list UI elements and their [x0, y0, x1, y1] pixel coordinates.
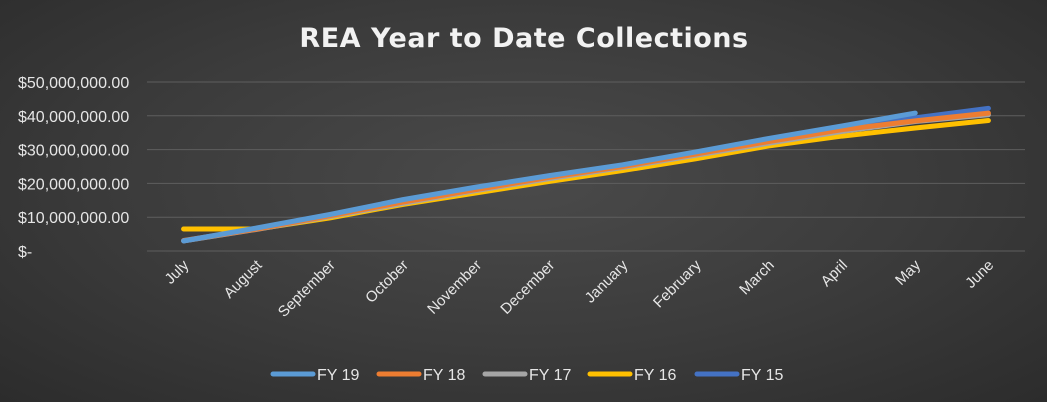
- legend-label: FY 15: [741, 367, 784, 384]
- x-tick-label: April: [818, 257, 851, 290]
- y-tick-label: $50,000,000.00: [18, 75, 129, 92]
- x-tick-label: February: [650, 256, 705, 311]
- y-tick-label: $40,000,000.00: [18, 109, 129, 126]
- x-tick-label: January: [582, 256, 632, 306]
- x-tick-label: November: [424, 257, 485, 318]
- legend-label: FY 18: [423, 367, 466, 384]
- legend-label: FY 16: [634, 367, 677, 384]
- x-tick-label: December: [497, 257, 558, 318]
- grid: [147, 81, 1025, 252]
- series-line-fy-19: [181, 110, 918, 244]
- y-tick-label: $20,000,000.00: [18, 176, 129, 193]
- x-tick-label: August: [221, 256, 267, 302]
- y-tick-label: $-: [18, 244, 32, 261]
- y-tick-label: $30,000,000.00: [18, 143, 129, 160]
- x-tick-label: June: [962, 257, 997, 292]
- chart-title: REA Year to Date Collections: [299, 23, 748, 54]
- x-tick-label: September: [275, 257, 339, 321]
- x-tick-label: May: [892, 256, 924, 288]
- x-axis-ticks: July August September October November Decemb…: [162, 256, 998, 320]
- x-tick-label: March: [736, 257, 777, 298]
- y-axis-ticks: $- $10,000,000.00 $20,000,000.00 $30,000,00…: [18, 75, 129, 261]
- legend-label: FY 17: [529, 367, 572, 384]
- x-tick-label: October: [362, 257, 412, 307]
- legend-label: FY 19: [317, 367, 360, 384]
- legend: FY 19 FY 18 FY 17 FY 16 FY 15: [270, 367, 784, 384]
- x-tick-label: July: [162, 256, 193, 287]
- series-lines: [181, 105, 991, 244]
- y-tick-label: $10,000,000.00: [18, 210, 129, 227]
